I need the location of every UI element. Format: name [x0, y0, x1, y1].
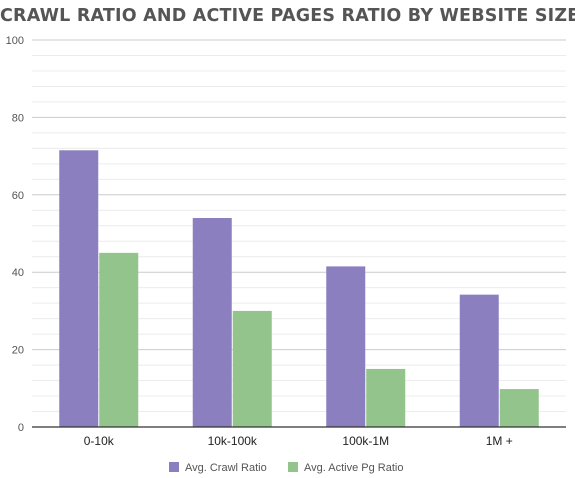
- bars: [59, 150, 539, 428]
- y-tick-label: 100: [6, 35, 24, 47]
- bar-active-pg-ratio: [499, 389, 539, 427]
- y-tick-label: 60: [12, 190, 24, 202]
- y-axis-ticks: 0 20 40 60 80 100: [6, 35, 24, 434]
- x-category-label: 10k-100k: [208, 434, 258, 448]
- legend-swatch: [288, 462, 298, 472]
- gridlines: [32, 39, 566, 413]
- x-axis-categories: 0-10k 10k-100k 100k-1M 1M +: [84, 434, 513, 448]
- bar-crawl-ratio: [326, 266, 366, 427]
- x-category-label: 100k-1M: [342, 434, 389, 448]
- bar-crawl-ratio: [192, 218, 232, 427]
- legend: Avg. Crawl Ratio Avg. Active Pg Ratio: [169, 462, 403, 474]
- y-tick-label: 40: [12, 267, 24, 279]
- bar-crawl-ratio: [459, 294, 499, 427]
- bar-crawl-ratio: [59, 150, 99, 428]
- y-tick-label: 20: [12, 345, 24, 357]
- chart-title: CRAWL RATIO AND ACTIVE PAGES RATIO BY WE…: [0, 6, 575, 26]
- bar-active-pg-ratio: [366, 368, 406, 427]
- x-category-label: 0-10k: [84, 434, 115, 448]
- legend-label: Avg. Crawl Ratio: [185, 462, 267, 474]
- x-category-label: 1M +: [486, 434, 513, 448]
- y-tick-label: 80: [12, 112, 24, 124]
- legend-label: Avg. Active Pg Ratio: [304, 462, 403, 474]
- y-tick-label: 0: [18, 422, 24, 434]
- legend-swatch: [169, 462, 179, 472]
- bar-active-pg-ratio: [99, 252, 139, 427]
- bar-active-pg-ratio: [232, 310, 272, 427]
